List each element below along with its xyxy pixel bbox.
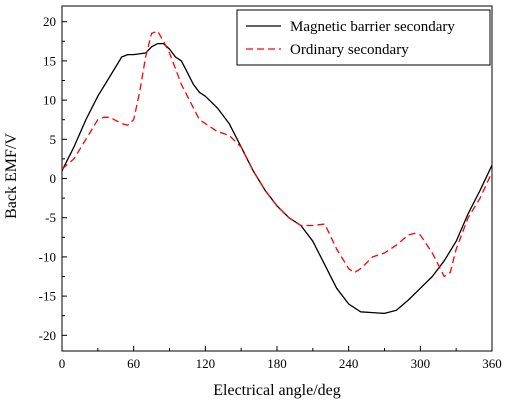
tick-labels: 0 60 120 180 240 300 360 -20 -15 -10 -5 0 5 10 15 20 (39, 14, 502, 371)
series-layer (61, 30, 493, 315)
legend-label-magnetic-barrier-secondary: Magnetic barrier secondary (290, 19, 455, 35)
x-tick-label: 300 (411, 356, 431, 371)
y-tick-label: 10 (43, 93, 56, 108)
legend-box (236, 9, 491, 66)
y-tick-label: 5 (50, 132, 57, 147)
x-tick-label: 120 (196, 356, 216, 371)
y-tick-label: -5 (45, 210, 56, 225)
x-tick-label: 0 (59, 356, 66, 371)
series-line-ordinary-secondary (61, 30, 493, 278)
x-tick-label: 240 (339, 356, 359, 371)
legend: Magnetic barrier secondary Ordinary seco… (236, 9, 491, 66)
x-tick-label: 180 (267, 356, 287, 371)
tick-marks (61, 21, 493, 351)
y-tick-label: -10 (39, 249, 56, 264)
series-line-magnetic-barrier-secondary (61, 42, 493, 315)
x-tick-label: 360 (482, 356, 502, 371)
y-tick-label: -15 (39, 289, 56, 304)
y-axis-title: Back EMF/V (3, 133, 20, 219)
y-tick-label: -20 (39, 328, 56, 343)
y-tick-label: 15 (43, 53, 56, 68)
legend-label-ordinary-secondary: Ordinary secondary (290, 42, 409, 58)
x-axis-title: Electrical angle/deg (213, 382, 340, 399)
x-tick-label: 60 (127, 356, 140, 371)
y-tick-label: 0 (50, 171, 57, 186)
y-tick-label: 20 (43, 14, 56, 29)
